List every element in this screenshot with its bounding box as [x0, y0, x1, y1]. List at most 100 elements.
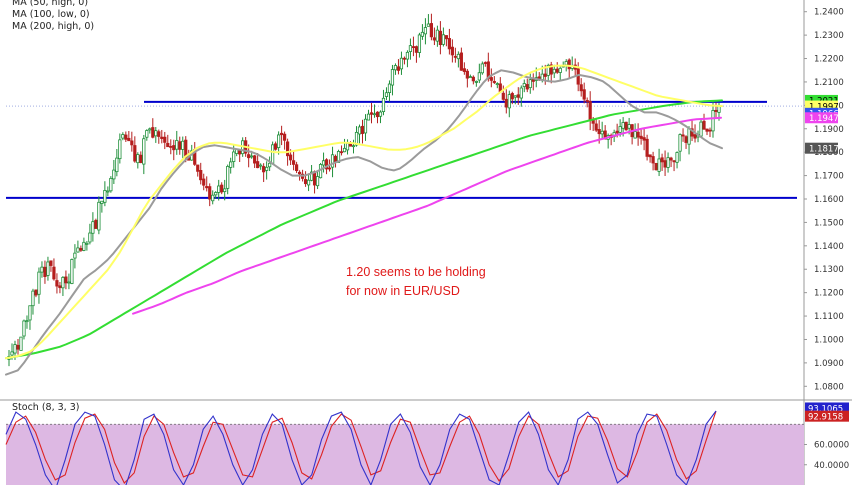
candle-body: [621, 122, 625, 129]
candle-body: [106, 190, 110, 193]
candle-body: [49, 260, 53, 266]
candle-body: [37, 271, 41, 295]
candle-body: [196, 164, 200, 172]
candle-body: [280, 132, 284, 136]
candle-body: [438, 30, 442, 46]
candle-body: [10, 351, 14, 356]
candle-body: [312, 171, 317, 186]
candle-body: [375, 111, 380, 118]
candle-body: [651, 156, 655, 164]
candle-body: [396, 66, 401, 71]
price-tick-label: 1.0800: [814, 382, 844, 392]
candle-body: [121, 134, 125, 139]
candle-body: [699, 121, 703, 137]
annotation-line-2: for now in EUR/USD: [346, 284, 460, 298]
candle-body: [61, 277, 65, 289]
candle-body: [579, 84, 583, 92]
candle-body: [714, 109, 718, 112]
candle-body: [64, 276, 68, 284]
candle-body: [501, 92, 505, 100]
candle-body: [55, 280, 59, 287]
candle-body: [124, 134, 128, 140]
legend-ma200: MA (200, high, 0): [12, 21, 95, 32]
price-label-text: 1.1817: [809, 144, 839, 154]
candle-body: [327, 167, 332, 170]
candle-body: [672, 160, 676, 163]
stoch-k-line: [5, 410, 717, 485]
stoch-value-box: [805, 402, 849, 414]
candle-body: [426, 23, 431, 27]
price-label-text: 1.1997: [809, 102, 839, 112]
candle-body: [555, 68, 559, 73]
candle-body: [633, 131, 637, 139]
candle-body: [70, 259, 74, 284]
candle-body: [435, 29, 439, 42]
candle-body: [639, 135, 643, 139]
candle-body: [543, 73, 547, 77]
candle-body: [477, 72, 481, 81]
candle-body: [232, 151, 236, 162]
candle-body: [711, 110, 715, 132]
candle-body: [480, 63, 484, 74]
ma-trend-line: [132, 116, 722, 315]
candle-body: [25, 320, 29, 323]
candle-body: [324, 159, 329, 170]
candle-body: [525, 84, 529, 90]
candle-body: [274, 143, 278, 150]
candle-body: [387, 83, 392, 93]
candle-body: [615, 130, 619, 134]
price-tick-label: 1.1400: [814, 242, 844, 252]
candle-body: [34, 289, 38, 296]
candle-body: [291, 160, 296, 165]
candle-body: [708, 129, 712, 132]
candle-body: [357, 126, 362, 135]
candle-body: [510, 93, 514, 100]
candle-body: [588, 101, 592, 121]
candle-body: [175, 140, 179, 150]
candle-body: [483, 62, 487, 64]
price-tick-label: 1.2400: [814, 8, 844, 18]
candle-body: [265, 166, 269, 171]
candle-body: [330, 154, 335, 168]
ma200-line: [5, 99, 723, 360]
candle-body: [283, 133, 287, 141]
candle-body: [489, 77, 493, 81]
candle-body: [217, 185, 221, 193]
candle-body: [277, 134, 281, 148]
candle-body: [306, 179, 311, 186]
price-tick-label: 1.1900: [814, 125, 844, 135]
candle-body: [345, 142, 350, 151]
candle-body: [402, 57, 407, 60]
candle-body: [684, 136, 688, 143]
candle-body: [202, 178, 206, 186]
candle-body: [582, 89, 586, 100]
candle-body: [717, 105, 721, 113]
candle-body: [220, 184, 224, 193]
candle-body: [492, 81, 496, 83]
price-tick-label: 1.1500: [814, 218, 844, 228]
price-tick-label: 1.0900: [814, 359, 844, 369]
candle-body: [351, 145, 356, 148]
candle-body: [366, 113, 371, 121]
candle-body: [342, 147, 347, 153]
candle-body: [211, 194, 215, 202]
candle-body: [76, 247, 80, 253]
candle-body: [268, 162, 272, 168]
price-tick-label: 1.2100: [814, 78, 844, 88]
candle-body: [450, 46, 454, 56]
annotation-line-1: 1.20 seems to be holding: [346, 265, 486, 279]
candle-body: [660, 157, 664, 163]
candle-body: [453, 55, 457, 58]
candle-body: [465, 70, 469, 79]
candle-body: [447, 38, 451, 50]
candle-body: [115, 157, 119, 173]
candle-body: [250, 155, 254, 158]
candle-body: [546, 64, 550, 76]
candle-body: [459, 52, 463, 71]
candle-body: [127, 137, 131, 142]
candle-body: [564, 61, 568, 66]
price-tick-label: 1.1300: [814, 265, 844, 275]
candle-body: [133, 145, 137, 162]
candle-body: [109, 177, 113, 192]
candle-body: [624, 121, 628, 131]
